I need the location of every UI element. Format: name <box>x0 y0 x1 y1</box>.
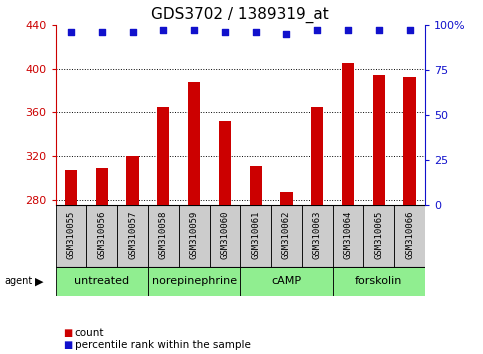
Bar <box>250 166 262 205</box>
Bar <box>271 205 302 267</box>
Point <box>190 27 198 33</box>
Bar <box>188 82 200 205</box>
Text: GSM310059: GSM310059 <box>190 211 199 259</box>
Bar <box>65 170 77 205</box>
Text: GSM310060: GSM310060 <box>220 211 229 259</box>
Bar <box>333 267 425 296</box>
Bar <box>210 205 240 267</box>
Bar <box>311 107 324 205</box>
Text: ▶: ▶ <box>35 276 43 286</box>
Bar <box>302 205 333 267</box>
Text: GSM310056: GSM310056 <box>97 211 106 259</box>
Text: GSM310065: GSM310065 <box>374 211 384 259</box>
Text: ■: ■ <box>63 328 72 338</box>
Text: forskolin: forskolin <box>355 276 402 286</box>
Point <box>313 27 321 33</box>
Bar <box>179 205 210 267</box>
Bar <box>56 267 148 296</box>
Bar <box>240 205 271 267</box>
Text: GSM310066: GSM310066 <box>405 211 414 259</box>
Text: GSM310058: GSM310058 <box>159 211 168 259</box>
Point <box>375 27 383 33</box>
Bar <box>364 205 394 267</box>
Text: percentile rank within the sample: percentile rank within the sample <box>75 340 251 350</box>
Bar <box>280 192 293 205</box>
Point <box>159 27 167 33</box>
Bar <box>117 205 148 267</box>
Point <box>283 31 290 37</box>
Bar <box>394 205 425 267</box>
Bar <box>240 267 333 296</box>
Bar <box>342 63 354 205</box>
Bar <box>127 156 139 205</box>
Text: cAMP: cAMP <box>271 276 301 286</box>
Bar <box>56 205 86 267</box>
Text: count: count <box>75 328 104 338</box>
Text: GSM310064: GSM310064 <box>343 211 353 259</box>
Text: agent: agent <box>5 276 33 286</box>
Bar <box>219 121 231 205</box>
Title: GDS3702 / 1389319_at: GDS3702 / 1389319_at <box>151 7 329 23</box>
Bar <box>96 168 108 205</box>
Text: GSM310063: GSM310063 <box>313 211 322 259</box>
Point <box>252 29 259 35</box>
Text: norepinephrine: norepinephrine <box>152 276 237 286</box>
Text: ■: ■ <box>63 340 72 350</box>
Text: GSM310057: GSM310057 <box>128 211 137 259</box>
Text: GSM310055: GSM310055 <box>67 211 75 259</box>
Bar <box>148 205 179 267</box>
Point <box>221 29 229 35</box>
Bar <box>157 107 170 205</box>
Text: GSM310061: GSM310061 <box>251 211 260 259</box>
Bar <box>373 75 385 205</box>
Point <box>98 29 106 35</box>
Text: untreated: untreated <box>74 276 129 286</box>
Bar <box>86 205 117 267</box>
Text: GSM310062: GSM310062 <box>282 211 291 259</box>
Bar <box>333 205 364 267</box>
Point <box>406 27 413 33</box>
Bar <box>148 267 241 296</box>
Point <box>344 27 352 33</box>
Bar <box>403 77 416 205</box>
Point <box>67 29 75 35</box>
Point <box>128 29 136 35</box>
